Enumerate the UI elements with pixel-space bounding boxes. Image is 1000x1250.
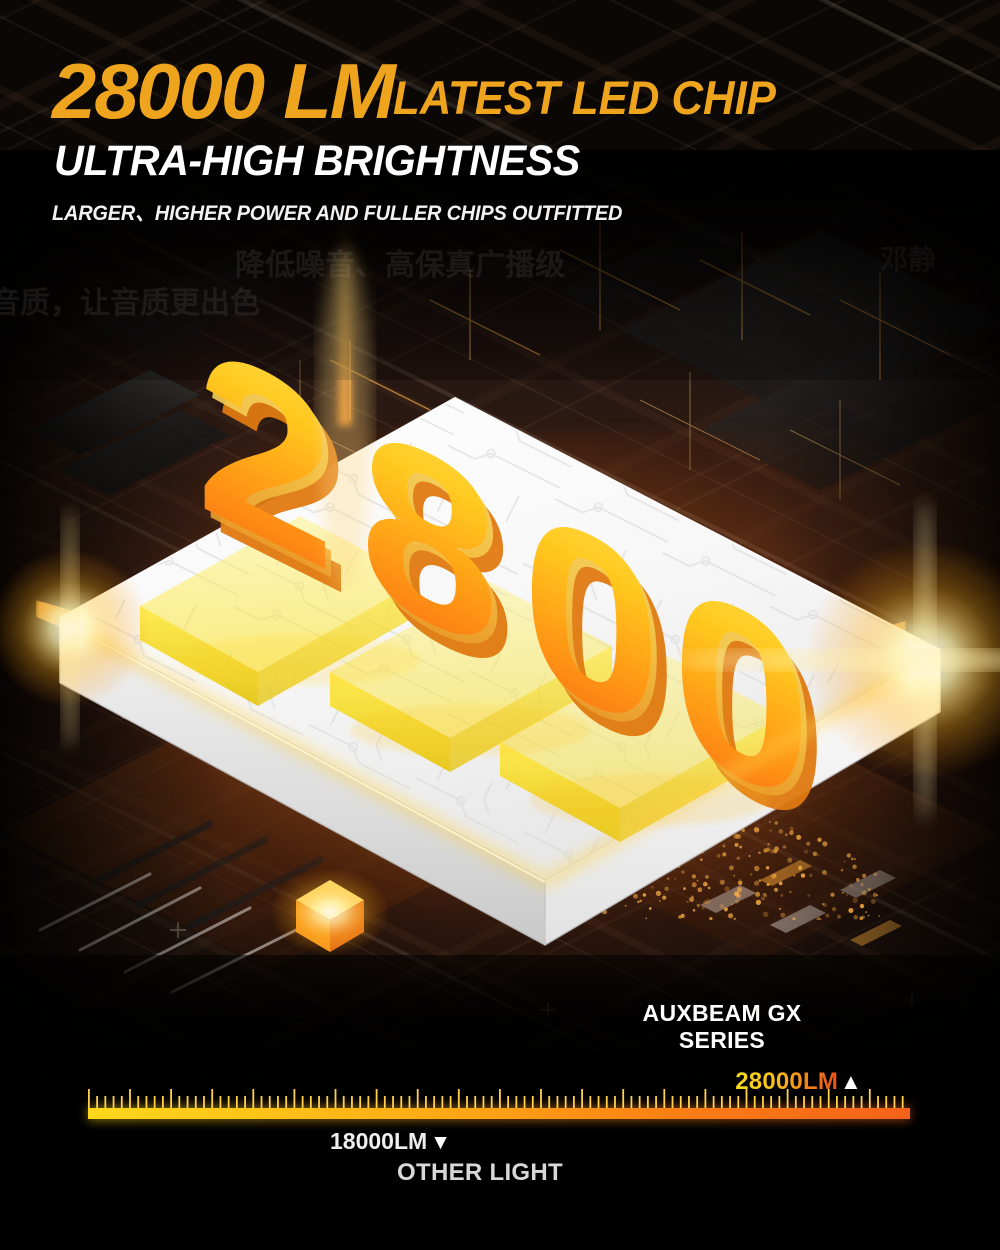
other-brightness-label: OTHER LIGHT (397, 1159, 563, 1186)
headline-secondary: ULTRA-HIGH BRIGHTNESS (54, 137, 580, 185)
brand-label: AUXBEAM GX SERIES (572, 1000, 872, 1054)
watermark-text-2: 降低噪音、高保真广播级 (235, 248, 565, 283)
our-brightness-number: 28000LM (735, 1068, 839, 1095)
headline-tagline: LARGER、HIGHER POWER AND FULLER CHIPS OUT… (52, 202, 623, 225)
watermark-text-3: 邓静 (880, 243, 937, 276)
watermark-text-1: 音质，让音质更出色 (0, 286, 260, 321)
lumens-value: 28000 LM (52, 47, 396, 135)
up-marker-icon: ▲ (840, 1069, 862, 1094)
brightness-scale-ruler (88, 1088, 910, 1121)
down-marker-icon: ▼ (430, 1131, 451, 1154)
brand-line-2: SERIES (678, 1027, 766, 1054)
other-brightness-number: 18000LM (330, 1128, 428, 1154)
chip-tag: LATEST LED CHIP (393, 71, 777, 124)
scale-tick-marks (88, 1089, 904, 1109)
headline-primary: 28000 LMLATEST LED CHIP (52, 52, 805, 130)
our-brightness-value: 28000LM▲ (602, 1068, 862, 1096)
header-block: 28000 LMLATEST LED CHIP ULTRA-HIGH BRIGH… (0, 0, 1000, 240)
other-brightness-value: 18000LM ▼ (330, 1128, 630, 1155)
brand-line-1: AUXBEAM GX (642, 1000, 802, 1026)
scale-gradient-bar (88, 1108, 910, 1119)
